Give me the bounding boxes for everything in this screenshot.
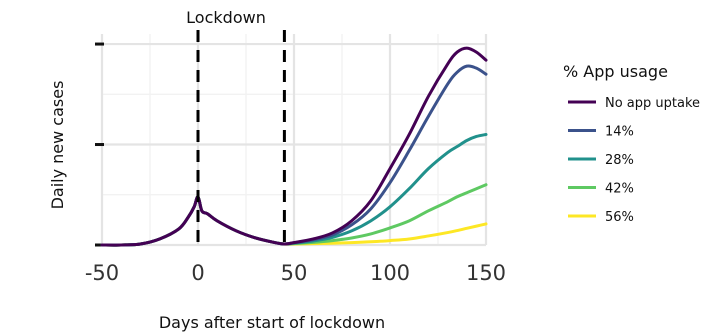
series-lines: [100, 46, 488, 247]
x-tick-label: 100: [370, 261, 410, 285]
lockdown-annotation: Lockdown: [186, 8, 266, 27]
y-axis-title: Daily new cases: [48, 81, 67, 210]
x-tick-label: -50: [85, 261, 119, 285]
legend-title: % App usage: [563, 62, 668, 81]
legend-label: 14%: [605, 125, 634, 140]
lockdown-markers: [196, 30, 286, 250]
x-tick-label: 0: [191, 261, 204, 285]
x-tick-label: 50: [281, 261, 308, 285]
legend: % App usage No app uptake 14% 28% 42% 56%: [563, 62, 700, 225]
legend-label: No app uptake: [605, 96, 700, 111]
legend-items: No app uptake 14% 28% 42% 56%: [568, 96, 700, 225]
legend-label: 56%: [605, 210, 634, 225]
x-tick-label: 150: [466, 261, 506, 285]
legend-label: 42%: [605, 182, 634, 197]
x-axis-tick-labels: -50 0 50 100 150: [85, 261, 506, 285]
x-axis-title: Days after start of lockdown: [159, 313, 385, 332]
legend-label: 28%: [605, 153, 634, 168]
major-gridlines: [100, 34, 488, 247]
series-line: [100, 46, 488, 247]
